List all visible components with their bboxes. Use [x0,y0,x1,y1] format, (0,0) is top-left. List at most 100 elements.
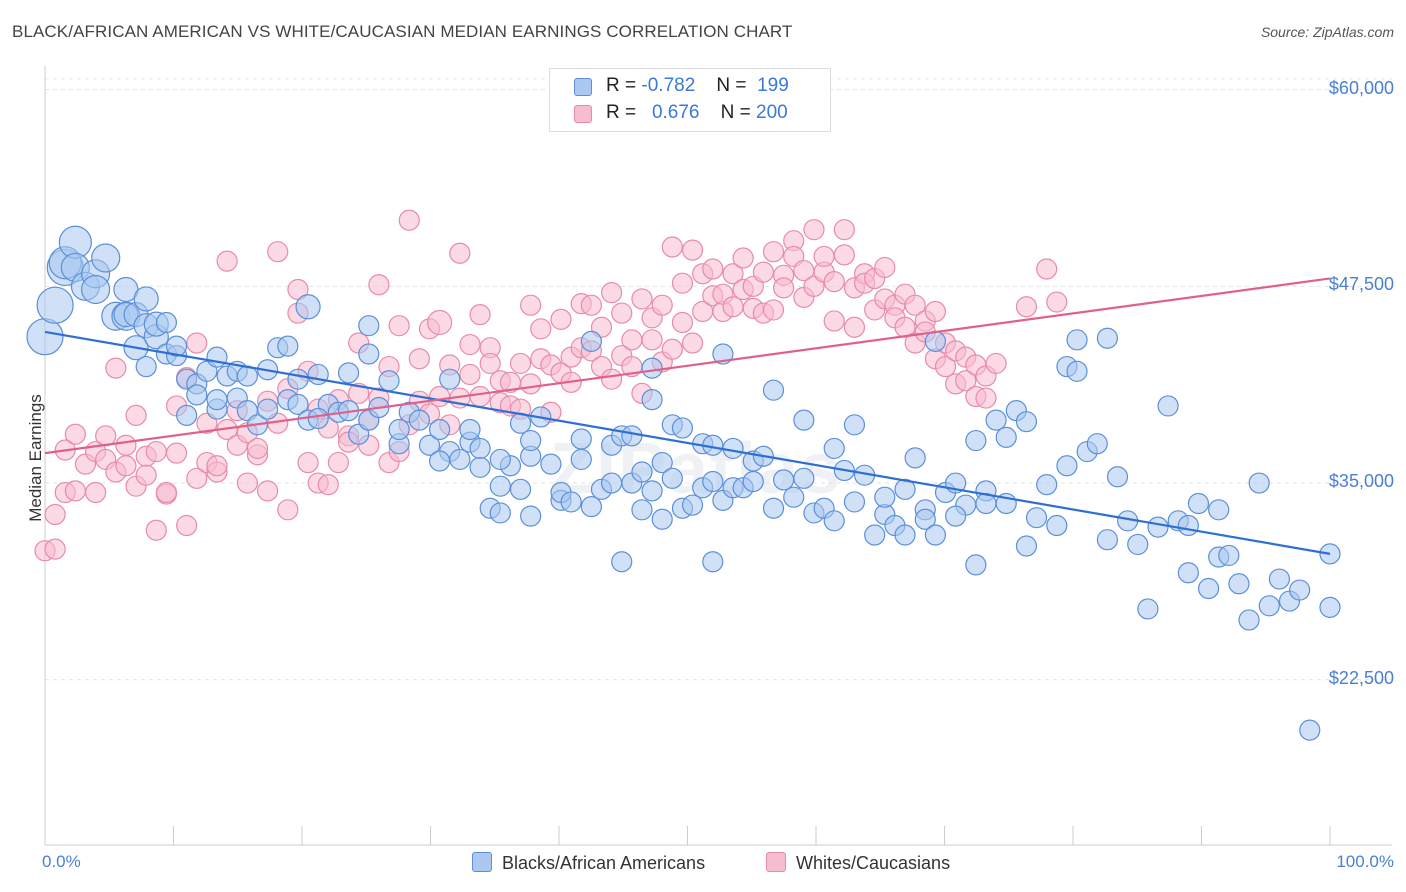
whites-point [155,481,178,504]
blacks-point [439,368,461,390]
blacks-point [509,478,532,500]
whites-point [833,244,855,266]
blacks-point [1015,535,1038,557]
blacks-point [1096,327,1119,349]
legend-swatch-blue [472,852,492,872]
whites-point [641,329,663,351]
whites-point [317,474,339,496]
legend-swatch-blue [574,78,592,96]
blacks-point [560,491,582,513]
legend-n-value: 200 [756,102,788,123]
whites-point [550,308,572,330]
blacks-point [762,379,785,401]
y-tick-label: $22,500 [1328,667,1394,688]
whites-point [186,467,208,489]
blacks-point [489,475,511,497]
blacks-point [1025,507,1048,529]
whites-point [135,464,157,486]
legend-item-whites: Whites/Caucasians [766,852,950,874]
whites-point [833,219,855,241]
blacks-point [641,389,663,411]
blacks-point [722,437,744,460]
blacks-point [1177,514,1199,537]
blacks-point [1248,472,1270,494]
blacks-point [1106,466,1129,488]
blacks-point [1036,474,1058,496]
whites-point [64,423,86,445]
blacks-point [1015,411,1038,433]
blacks-point [894,478,916,500]
blacks-point [1238,609,1260,631]
blacks-point [295,294,321,320]
whites-point [105,357,127,379]
blacks-point [520,429,542,452]
blacks-point [793,409,815,431]
blacks-point [580,496,602,518]
blacks-point [702,470,724,493]
blacks-point [965,429,987,452]
blacks-point [1177,562,1199,584]
whites-point [520,373,542,395]
blacks-point [621,425,643,447]
whites-point [1036,258,1058,280]
blacks-point [1197,577,1220,600]
whites-point [773,277,795,299]
whites-point [722,263,744,285]
legend-label-whites: Whites/Caucasians [796,853,951,873]
blacks-point [894,524,916,546]
blacks-point [429,450,451,472]
whites-point [904,294,926,316]
blacks-point [155,311,178,334]
whites-point [803,219,825,241]
blacks-point [914,508,936,530]
whites-point [762,299,785,321]
blacks-point [843,414,866,436]
whites-point [145,440,167,463]
blacks-point [783,486,805,508]
blacks-point [206,389,228,411]
blacks-point [742,470,764,493]
blacks-point [641,480,663,502]
whites-point [661,236,683,258]
blacks-point [1056,455,1078,477]
whites-point [823,271,845,293]
blacks-point [469,456,491,478]
whites-point [165,442,188,464]
whites-point [752,261,774,283]
whites-point [874,256,896,279]
whites-point [924,300,946,323]
whites-point [580,294,602,316]
whites-point [469,385,491,408]
x-tick-max: 100.0% [1336,852,1394,871]
blacks-point [1147,516,1169,538]
blacks-point [1086,433,1108,455]
whites-point [985,352,1007,375]
whites-point [509,352,532,375]
whites-point [843,316,866,338]
legend-n-label: N = [716,75,747,96]
trend-lines [44,277,1331,555]
blacks-point [762,497,785,519]
whites-point [813,245,835,268]
whites-point [408,348,430,370]
whites-point [427,309,453,336]
y-axis-label: Median Earnings [26,394,45,522]
blacks-point [388,418,410,441]
blacks-point [489,448,511,471]
blacks-point [651,508,673,530]
y-tick-label: $60,000 [1328,77,1394,98]
whites-point [267,241,289,263]
whites-point [44,503,66,526]
blacks-point [277,335,299,357]
blacks-point [91,243,121,273]
blacks-point [1137,598,1159,620]
legend-item-blacks: Blacks/African Americans [472,852,705,874]
whites-point [955,370,977,392]
blacks-point [176,404,198,426]
whites-point [762,241,785,263]
whites-point [681,239,704,261]
blacks-point [1319,596,1341,618]
whites-point [115,455,137,477]
legend-n-label: N = [720,102,751,123]
